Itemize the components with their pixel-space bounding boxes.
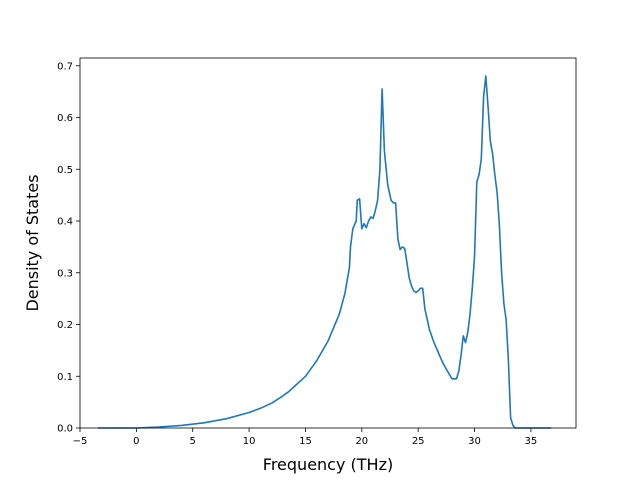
x-tick-label: 0: [133, 436, 139, 447]
y-tick-label: 0.0: [57, 424, 73, 435]
x-tick-label: 5: [190, 436, 196, 447]
x-tick-label: 15: [299, 436, 312, 447]
y-axis-ticks: 0.0 0.1 0.2 0.3 0.4 0.5 0.6 0.7: [57, 61, 80, 435]
x-tick-label: −5: [73, 436, 88, 447]
y-tick-label: 0.2: [57, 320, 73, 331]
y-axis-label: Density of States: [23, 174, 42, 311]
x-tick-label: 20: [355, 436, 368, 447]
x-tick-label: 25: [412, 436, 425, 447]
x-tick-label: 10: [243, 436, 256, 447]
plot-frame: [79, 57, 577, 429]
x-tick-label: 30: [468, 436, 481, 447]
y-tick-label: 0.4: [57, 217, 73, 228]
series-line: [98, 75, 552, 429]
y-tick-label: 0.3: [57, 268, 73, 279]
y-tick-label: 0.7: [57, 61, 73, 72]
y-tick-label: 0.1: [57, 372, 73, 383]
x-axis-label: Frequency (THz): [263, 455, 393, 474]
y-tick-label: 0.5: [57, 165, 73, 176]
plot-area: [80, 58, 576, 428]
x-tick-label: 35: [525, 436, 538, 447]
x-axis-ticks: −5 0 5 10 15 20 25 30 35: [73, 428, 538, 447]
y-tick-label: 0.6: [57, 113, 73, 124]
